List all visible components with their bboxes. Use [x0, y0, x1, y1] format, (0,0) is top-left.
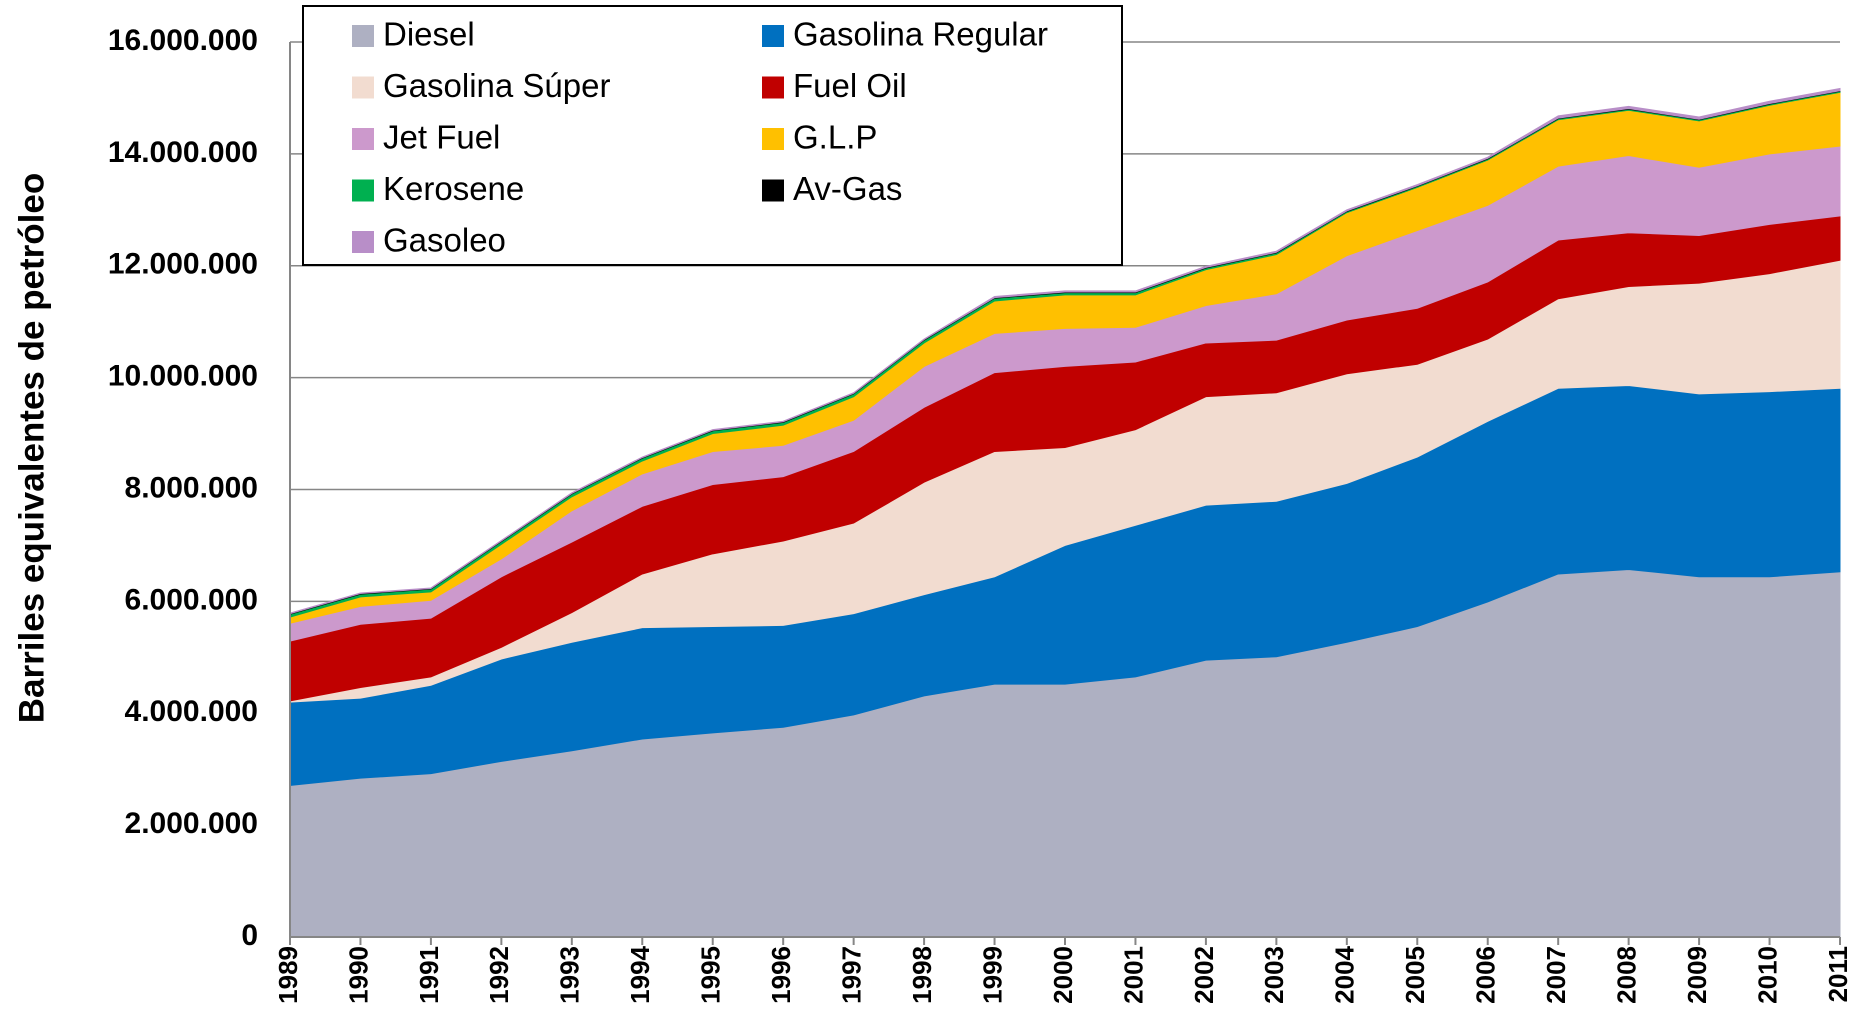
x-tick-label: 1990 [343, 946, 373, 1004]
y-tick-label: 8.000.000 [125, 471, 258, 504]
x-tick-label: 2010 [1752, 946, 1782, 1004]
y-tick-label: 10.000.000 [108, 360, 258, 393]
legend-label: Jet Fuel [383, 119, 500, 156]
y-axis-title: Barriles equivalentes de petróleo [12, 173, 51, 723]
legend-swatch [762, 128, 784, 150]
x-tick-label: 2002 [1189, 946, 1219, 1004]
y-tick-label: 0 [241, 919, 258, 952]
legend-swatch [352, 128, 374, 150]
y-tick-label: 16.000.000 [108, 24, 258, 57]
x-tick-label: 2008 [1612, 946, 1642, 1004]
x-tick-label: 2005 [1400, 946, 1430, 1004]
x-tick-label: 1994 [625, 945, 655, 1003]
legend-swatch [352, 179, 374, 202]
legend-swatch [762, 76, 784, 99]
legend-swatch [352, 231, 374, 253]
legend-label: G.L.P [793, 119, 877, 156]
x-tick-label: 1991 [414, 946, 444, 1004]
legend-box [302, 5, 1123, 266]
x-tick-label: 2011 [1823, 946, 1853, 1002]
y-tick-label: 2.000.000 [125, 807, 258, 840]
x-tick-label: 1992 [484, 946, 514, 1004]
x-tick-label: 1998 [907, 946, 937, 1004]
x-tick-label: 2001 [1118, 946, 1148, 1004]
x-tick-label: 2003 [1259, 946, 1289, 1004]
legend-swatch [352, 25, 374, 47]
x-tick-label: 1995 [696, 946, 726, 1004]
x-tick-label: 1993 [555, 946, 585, 1004]
x-tick-label: 2009 [1682, 946, 1712, 1004]
legend: Diesel Gasolina Regular Gasolina Súper Fuel… [302, 5, 1123, 266]
x-tick-label: 2004 [1330, 945, 1360, 1003]
x-tick-label: 1999 [977, 946, 1007, 1004]
legend-label: Fuel Oil [793, 67, 907, 104]
legend-label: Gasolina Regular [793, 16, 1048, 53]
x-tick-label: 2000 [1048, 946, 1078, 1004]
y-tick-label: 12.000.000 [108, 248, 258, 281]
y-tick-label: 4.000.000 [125, 695, 258, 728]
legend-label: Gasoleo [383, 222, 506, 259]
legend-label: Av-Gas [793, 170, 902, 207]
legend-swatch [762, 25, 784, 47]
x-tick-label: 1997 [837, 946, 867, 1004]
x-tick-label: 1996 [766, 946, 796, 1004]
area [289, 87, 1841, 615]
y-tick-label: 14.000.000 [108, 136, 258, 169]
y-tick-label: 6.000.000 [125, 583, 258, 616]
x-tick-label: 1989 [273, 946, 303, 1004]
legend-swatch [762, 179, 784, 202]
legend-label: Gasolina Súper [383, 67, 610, 104]
x-tick-label: 2006 [1471, 946, 1501, 1004]
legend-swatch [352, 76, 374, 99]
x-tick-label: 2007 [1541, 946, 1571, 1004]
legend-label: Kerosene [383, 170, 524, 207]
legend-label: Diesel [383, 16, 475, 53]
